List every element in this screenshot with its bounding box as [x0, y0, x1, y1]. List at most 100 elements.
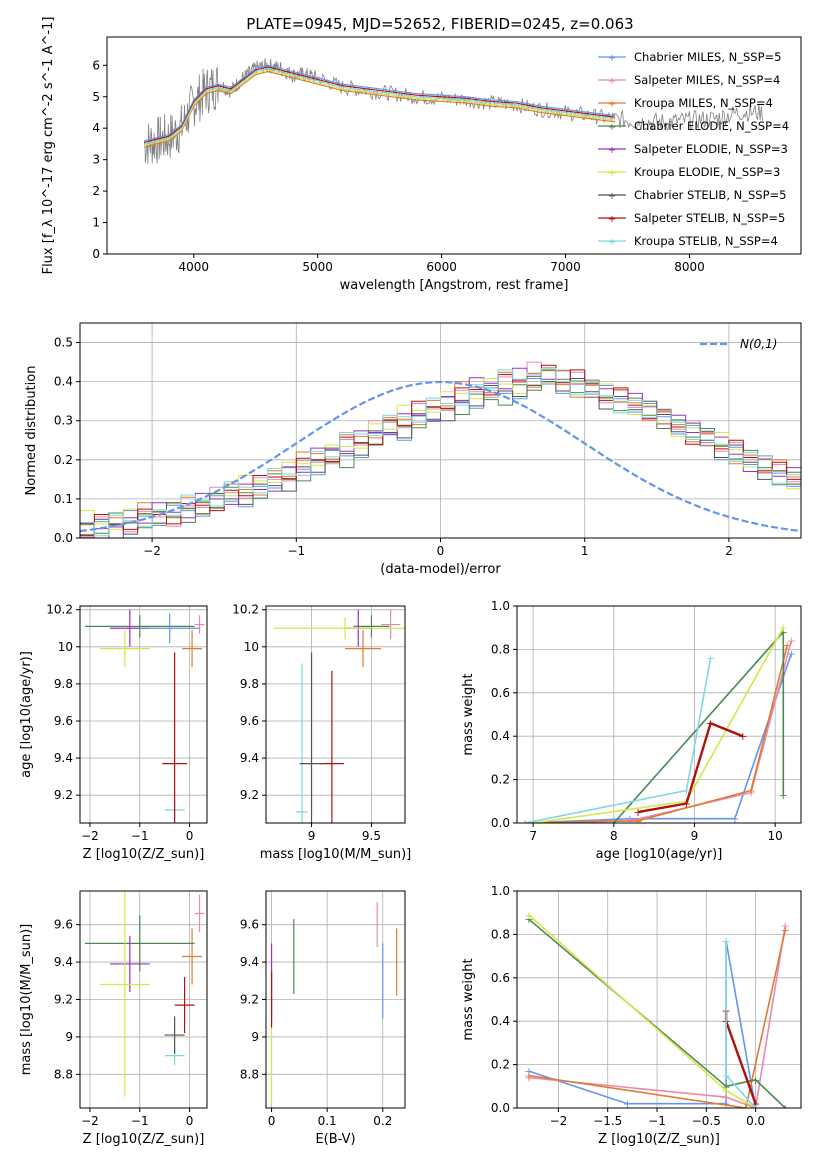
- axes-frame: [516, 605, 802, 824]
- x-axis-label: E(B-V): [315, 1132, 355, 1147]
- y-tick-label: 8.8: [240, 1067, 259, 1081]
- y-tick-label: 9.8: [54, 677, 73, 691]
- weight-marker: +: [730, 813, 739, 826]
- x-tick-label: 1: [581, 544, 589, 558]
- legend-label: Kroupa STELIB, N_SSP=4: [634, 234, 778, 248]
- x-axis-label: age [log10(age/yr)]: [596, 847, 723, 862]
- y-tick-label: 0.2: [491, 773, 510, 787]
- weight-line: [637, 721, 744, 814]
- weight-marker: +: [721, 1098, 730, 1111]
- error-bar-point: [164, 1016, 185, 1054]
- error-bar-point: [162, 652, 188, 823]
- y-tick-label: 9.4: [54, 955, 73, 969]
- weight-marker: +: [625, 815, 634, 828]
- weight-marker: +: [520, 817, 529, 830]
- y-tick-label: 0.6: [491, 686, 510, 700]
- legend-label: Salpeter STELIB, N_SSP=5: [634, 211, 785, 225]
- weight-marker: +: [781, 920, 790, 933]
- plot-residuals: −2 −1 0 1 2 0.0 0.1 0.2 0.3 0.4 0.5 (data-model)/er…: [24, 322, 802, 577]
- weight-marker: +: [524, 1072, 533, 1085]
- legend-marker: +: [608, 214, 616, 225]
- weight-marker: +: [751, 1102, 760, 1115]
- x-tick-label: 5000: [302, 260, 333, 274]
- legend-label: Chabrier MILES, N_SSP=5: [634, 50, 781, 64]
- y-tick-label: 9.8: [240, 677, 259, 691]
- weight-marker: +: [524, 1065, 533, 1078]
- weight-marker: +: [524, 913, 533, 926]
- weight-marker: +: [529, 817, 538, 830]
- x-tick-label: 0: [437, 544, 445, 558]
- y-tick-label: 1: [92, 216, 100, 230]
- x-axis-label: mass [log10(M/M_sun)]: [260, 847, 412, 862]
- weight-marker: +: [787, 635, 796, 648]
- axes-frame: [516, 890, 802, 1109]
- y-tick-label: 10: [244, 640, 259, 654]
- y-tick-label: 9.4: [240, 751, 259, 765]
- y-tick-label: 0.6: [491, 971, 510, 985]
- error-bar-point: [194, 894, 205, 933]
- plot-marks: [80, 361, 801, 538]
- y-tick-label: 0.4: [54, 375, 73, 389]
- error-bar-point: [299, 652, 324, 823]
- legend-marker: +: [608, 168, 616, 179]
- weight-marker: +: [781, 1102, 790, 1115]
- x-tick-label: 0: [186, 1114, 194, 1128]
- y-axis-label: age [log10(age/yr)]: [19, 651, 34, 778]
- legend-label: Salpeter MILES, N_SSP=4: [634, 73, 780, 87]
- plot-marks: [270, 902, 398, 1103]
- y-tick-label: 9.2: [240, 993, 259, 1007]
- y-tick-label: 9.2: [54, 788, 73, 802]
- error-bar-point: [353, 615, 390, 638]
- weight-marker: +: [783, 639, 792, 652]
- y-tick-label: 10.2: [46, 603, 73, 617]
- y-tick-label: 0.0: [54, 531, 73, 545]
- plot-marks: [273, 609, 405, 823]
- error-bar-point: [174, 977, 195, 1034]
- weight-marker: +: [787, 648, 796, 661]
- plot-marks: [143, 58, 763, 165]
- y-tick-label: 6: [92, 58, 100, 72]
- legend-label: Salpeter ELODIE, N_SSP=3: [634, 142, 788, 156]
- weight-marker: +: [779, 626, 788, 639]
- weight-marker: +: [779, 789, 788, 802]
- plot-marks: [84, 609, 205, 823]
- histogram-step: [80, 364, 801, 536]
- weight-marker: +: [741, 1102, 750, 1115]
- weight-line: [525, 653, 793, 823]
- x-tick-label: 10: [768, 829, 783, 843]
- error-bar-point: [84, 615, 195, 638]
- x-tick-label: 0: [268, 1114, 276, 1128]
- weight-marker: +: [721, 1069, 730, 1082]
- legend-label: Kroupa ELODIE, N_SSP=3: [634, 165, 780, 179]
- y-axis-label: Flux [f_λ 10^-17 erg cm^-2 s^-1 A^-1]: [41, 17, 56, 275]
- weight-marker: +: [520, 817, 529, 830]
- legend-marker: +: [608, 76, 616, 87]
- y-tick-label: 9.6: [54, 918, 73, 932]
- plot-age-vs-Z: −2 −1 0 9.2 9.4 9.6 9.8 10 10.2 Z [log10(Z/Z_sun)…: [19, 603, 208, 862]
- plot-weight-vs-age: + + +++ ++++ ++++++++++++++++7 8 9 10 0.0 0.2 0.4 0…: [461, 599, 802, 862]
- plot-mass-vs-Z: −2 −1 0 8.8 9 9.2 9.4 9.6 Z [log10(Z/Z_sun)] mass…: [19, 890, 208, 1147]
- legend-marker: +: [608, 145, 616, 156]
- x-tick-label: −2: [81, 829, 99, 843]
- error-bar-point: [295, 663, 308, 823]
- y-tick-label: 9: [65, 1030, 73, 1044]
- x-tick-label: 6000: [426, 260, 457, 274]
- y-tick-label: 3: [92, 153, 100, 167]
- x-tick-label: 0.0: [746, 1114, 765, 1128]
- error-bar-point: [99, 630, 150, 668]
- weight-marker: +: [529, 817, 538, 830]
- model-spectrum-line: [144, 64, 616, 142]
- weight-marker: +: [721, 1080, 730, 1093]
- x-axis-label: Z [log10(Z/Z_sun)]: [83, 1132, 205, 1147]
- y-tick-label: 9.4: [240, 955, 259, 969]
- y-axis-label: mass weight: [461, 958, 476, 1040]
- weight-marker: +: [721, 1085, 730, 1098]
- legend-label: Chabrier ELODIE, N_SSP=4: [634, 119, 789, 133]
- weight-line: [613, 629, 785, 823]
- axes-frame: [79, 605, 208, 824]
- plot-marks: +++++++++++++++++++++++++: [524, 909, 790, 1115]
- legend-label: Kroupa MILES, N_SSP=4: [634, 96, 773, 110]
- y-tick-label: 9.6: [240, 714, 259, 728]
